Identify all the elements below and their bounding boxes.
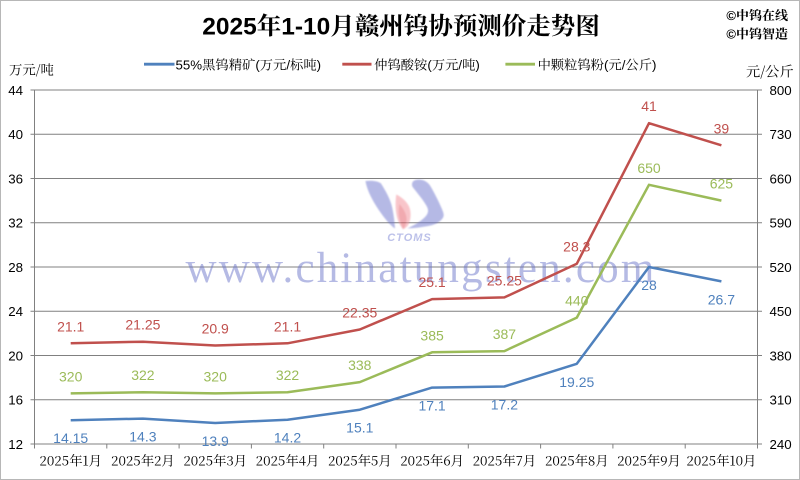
svg-text:©中钨在线: ©中钨在线 (726, 5, 788, 24)
svg-text:21.1: 21.1 (57, 318, 84, 334)
svg-text:338: 338 (348, 357, 372, 373)
svg-text:21.25: 21.25 (125, 317, 160, 333)
svg-text:15.1: 15.1 (346, 420, 373, 436)
svg-text:322: 322 (276, 367, 300, 383)
svg-text:仲钨酸铵(万元/吨): 仲钨酸铵(万元/吨) (374, 54, 480, 73)
svg-text:16: 16 (8, 393, 23, 408)
svg-text:650: 650 (637, 160, 661, 176)
svg-text:322: 322 (131, 367, 155, 383)
svg-text:450: 450 (770, 304, 792, 319)
svg-text:2025年10月: 2025年10月 (686, 451, 756, 470)
svg-text:2025年4月: 2025年4月 (256, 451, 320, 470)
svg-text:21.1: 21.1 (274, 318, 301, 334)
svg-text:41: 41 (641, 98, 657, 114)
svg-text:28.3: 28.3 (563, 239, 590, 255)
svg-text:380: 380 (770, 348, 792, 363)
svg-text:520: 520 (770, 260, 792, 275)
svg-text:39: 39 (714, 120, 730, 136)
svg-text:320: 320 (204, 368, 228, 384)
svg-text:590: 590 (770, 216, 792, 231)
svg-text:2025年8月: 2025年8月 (545, 451, 609, 470)
svg-text:17.2: 17.2 (491, 397, 518, 413)
svg-text:14.15: 14.15 (53, 430, 88, 446)
svg-text:800: 800 (770, 83, 792, 98)
svg-text:660: 660 (770, 171, 792, 186)
svg-text:387: 387 (493, 326, 517, 342)
svg-text:2025年7月: 2025年7月 (473, 451, 537, 470)
svg-text:CTOMS: CTOMS (387, 232, 432, 244)
svg-text:20: 20 (8, 348, 23, 363)
svg-text:240: 240 (770, 437, 792, 452)
svg-text:12: 12 (8, 437, 23, 452)
svg-text:2025年9月: 2025年9月 (617, 451, 681, 470)
svg-text:22.35: 22.35 (342, 305, 377, 321)
svg-text:26.7: 26.7 (708, 291, 735, 307)
svg-text:20.9: 20.9 (202, 321, 229, 337)
svg-text:17.1: 17.1 (418, 398, 445, 414)
svg-text:25.1: 25.1 (418, 274, 445, 290)
svg-text:万元/吨: 万元/吨 (9, 60, 54, 79)
svg-text:www.chinatungsten.com: www.chinatungsten.com (186, 245, 657, 292)
svg-text:385: 385 (420, 327, 444, 343)
svg-text:2025年6月: 2025年6月 (400, 451, 464, 470)
svg-text:440: 440 (565, 293, 589, 309)
svg-text:55%黑钨精矿(万元/标吨): 55%黑钨精矿(万元/标吨) (176, 54, 322, 73)
svg-text:36: 36 (8, 171, 23, 186)
svg-text:625: 625 (710, 176, 734, 192)
svg-text:2025年2月: 2025年2月 (111, 451, 175, 470)
svg-text:310: 310 (770, 393, 792, 408)
svg-text:14.2: 14.2 (274, 430, 301, 446)
svg-text:40: 40 (8, 127, 23, 142)
svg-text:元/公斤: 元/公斤 (746, 62, 794, 82)
svg-text:25.25: 25.25 (487, 272, 522, 288)
svg-text:14.3: 14.3 (129, 429, 156, 445)
svg-text:28: 28 (8, 260, 23, 275)
svg-text:©中钨智造: ©中钨智造 (726, 24, 788, 43)
svg-text:13.9: 13.9 (202, 433, 229, 449)
svg-text:2025年1月: 2025年1月 (39, 451, 102, 470)
svg-text:中颗粒钨粉(元/公斤): 中颗粒钨粉(元/公斤) (538, 54, 657, 73)
svg-text:24: 24 (8, 304, 23, 319)
svg-text:2025年5月: 2025年5月 (328, 451, 392, 470)
svg-text:730: 730 (770, 127, 792, 142)
svg-text:32: 32 (8, 216, 23, 231)
svg-text:44: 44 (8, 83, 23, 98)
svg-text:2025年1-10月赣州钨协预测价走势图: 2025年1-10月赣州钨协预测价走势图 (202, 8, 600, 43)
svg-text:28: 28 (641, 277, 657, 293)
svg-text:2025年3月: 2025年3月 (183, 451, 247, 470)
svg-text:19.25: 19.25 (559, 374, 594, 390)
svg-text:320: 320 (59, 368, 83, 384)
